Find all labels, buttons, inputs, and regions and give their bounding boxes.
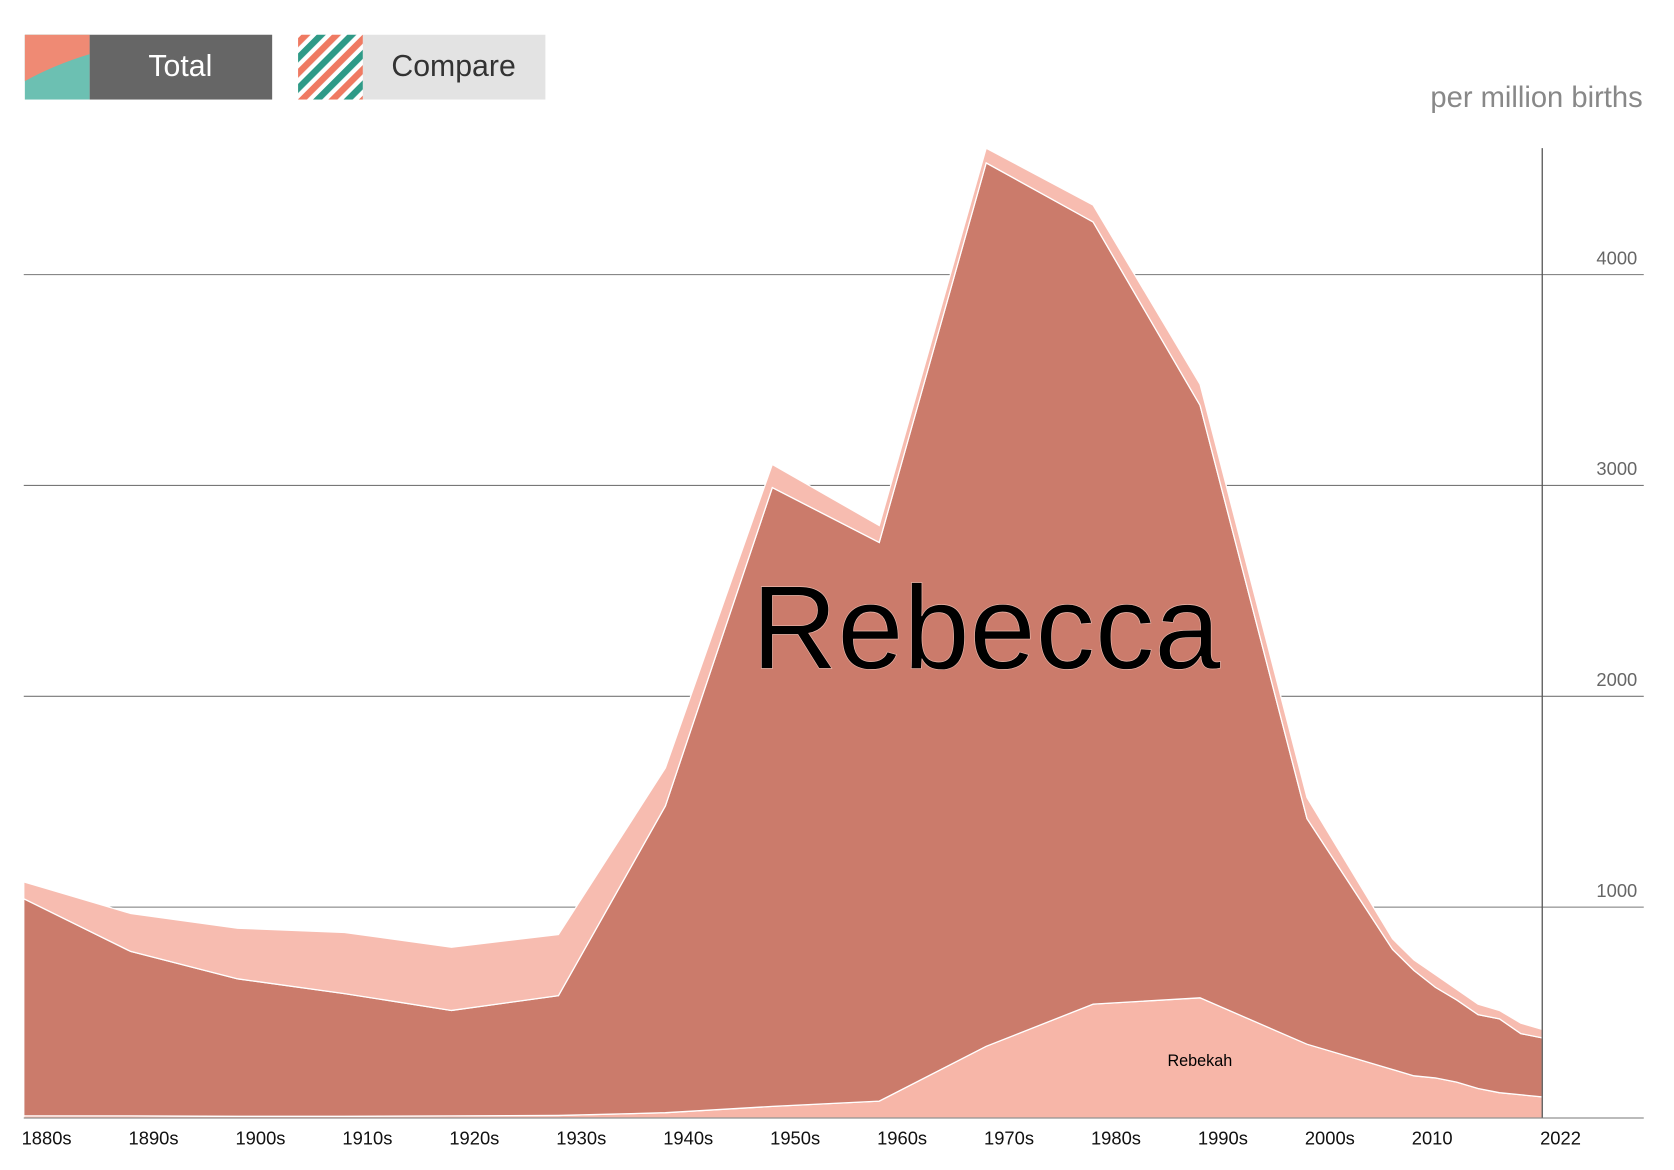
x-tick-label: 1930s [556,1127,606,1148]
x-tick-label: 1890s [129,1127,179,1148]
compare-button-bg [362,34,546,100]
y-tick-label: 3000 [1596,458,1637,479]
x-tick-label: 1980s [1091,1127,1141,1148]
y-tick-label: 4000 [1596,247,1637,268]
button-label: Compare [391,50,515,83]
x-tick-label: 2000s [1305,1127,1355,1148]
button-label: Total [148,50,212,83]
x-tick-label: 1880s [22,1127,72,1148]
compare-icon [298,34,363,100]
x-tick-label: 1960s [877,1127,927,1148]
x-tick-label: 1990s [1198,1127,1248,1148]
total-icon-stripe [24,34,90,82]
x-tick-label: 2022 [1540,1127,1581,1148]
total-button[interactable]: Total [24,34,273,100]
compare-button[interactable]: Compare [298,34,546,100]
x-tick-label: 1940s [663,1127,713,1148]
x-tick-label: 1920s [449,1127,499,1148]
y-tick-label: 2000 [1596,669,1637,690]
x-tick-label: 1970s [984,1127,1034,1148]
x-tick-label: 1950s [770,1127,820,1148]
total-button-bg [89,34,273,100]
series-label: Rebecca [752,562,1222,695]
x-tick-label: 2010 [1412,1127,1453,1148]
x-tick-label: 1910s [342,1127,392,1148]
plot: Rebekah Rebecca 1000 2000 3000 4000 1880s 1890s… [22,147,1644,1148]
x-tick-label: 1900s [235,1127,285,1148]
series-label: Rebekah [1167,1052,1232,1070]
y-tick-label: 1000 [1596,880,1637,901]
y-axis-label: per million births [1430,82,1642,114]
